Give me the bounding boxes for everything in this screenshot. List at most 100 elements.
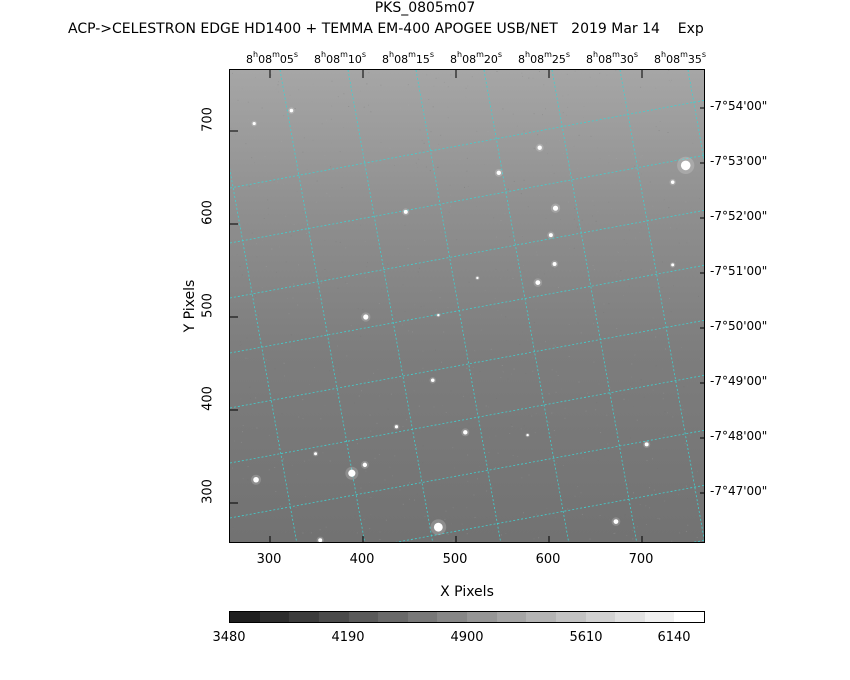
noise-pixel (308, 262, 310, 264)
noise-pixel (659, 518, 661, 520)
x-tick-label: 700 (628, 552, 654, 567)
noise-pixel (494, 479, 496, 481)
noise-pixel (410, 539, 412, 541)
noise-pixel (519, 344, 521, 345)
noise-pixel (377, 368, 379, 370)
noise-pixel (640, 269, 642, 271)
noise-pixel (652, 205, 654, 207)
noise-pixel (419, 129, 421, 131)
noise-pixel (500, 412, 502, 414)
noise-pixel (510, 373, 512, 375)
noise-pixel (449, 184, 451, 186)
noise-pixel (268, 434, 270, 436)
noise-pixel (302, 532, 304, 534)
noise-pixel (369, 482, 371, 484)
noise-pixel (357, 443, 358, 445)
noise-pixel (316, 298, 318, 299)
noise-pixel (370, 430, 372, 432)
noise-pixel (550, 230, 552, 232)
noise-pixel (266, 128, 268, 130)
noise-pixel (597, 211, 599, 212)
noise-pixel (387, 263, 389, 265)
noise-pixel (577, 70, 579, 71)
x-tick-label: 400 (349, 552, 375, 567)
noise-pixel (502, 370, 504, 372)
noise-pixel (686, 242, 688, 244)
noise-pixel (534, 363, 536, 365)
noise-pixel (552, 411, 554, 413)
noise-pixel (433, 85, 435, 87)
noise-pixel (476, 205, 477, 207)
star (644, 442, 649, 447)
noise-pixel (245, 143, 247, 145)
noise-pixel (356, 532, 358, 534)
noise-pixel (635, 237, 636, 239)
colorbar-label: 3480 (212, 630, 246, 645)
noise-pixel (415, 162, 417, 164)
noise-pixel (306, 168, 308, 170)
noise-pixel (521, 484, 522, 486)
noise-pixel (683, 386, 685, 388)
noise-pixel (367, 379, 369, 381)
noise-pixel (548, 421, 550, 423)
noise-pixel (236, 254, 238, 255)
noise-pixel (346, 211, 348, 213)
x-axis-label: X Pixels (440, 584, 494, 600)
noise-pixel (500, 314, 502, 316)
noise-pixel (312, 170, 314, 172)
noise-pixel (361, 390, 362, 392)
noise-pixel (555, 371, 557, 373)
noise-pixel (399, 489, 401, 491)
noise-pixel (664, 500, 666, 502)
noise-pixel (555, 426, 557, 428)
noise-pixel (302, 151, 304, 153)
noise-pixel (264, 155, 266, 157)
noise-pixel (417, 273, 419, 275)
noise-pixel (438, 77, 440, 79)
noise-pixel (607, 382, 608, 384)
noise-pixel (477, 306, 479, 308)
noise-pixel (447, 534, 449, 535)
noise-pixel (414, 304, 416, 306)
noise-pixel (249, 386, 251, 388)
noise-pixel (461, 523, 463, 525)
noise-pixel (641, 155, 643, 157)
noise-pixel (532, 77, 534, 79)
noise-pixel (475, 144, 477, 146)
noise-pixel (650, 405, 652, 407)
noise-pixel (574, 70, 576, 72)
noise-pixel (291, 464, 293, 466)
noise-pixel (587, 392, 589, 394)
noise-pixel (501, 365, 503, 366)
noise-pixel (441, 361, 442, 363)
noise-pixel (588, 135, 590, 137)
noise-pixel (630, 386, 632, 388)
noise-pixel (372, 381, 373, 383)
noise-pixel (664, 411, 666, 413)
noise-pixel (652, 389, 654, 391)
dec-tick-label: -7°54'00" (710, 99, 768, 113)
noise-pixel (435, 308, 437, 310)
noise-pixel (699, 541, 701, 542)
noise-pixel (423, 305, 425, 307)
noise-pixel (542, 114, 543, 116)
noise-pixel (633, 406, 635, 408)
noise-pixel (241, 88, 243, 90)
noise-pixel (310, 532, 312, 534)
noise-pixel (482, 144, 484, 146)
noise-pixel (368, 72, 370, 74)
fits-image-plot[interactable] (229, 69, 705, 543)
noise-pixel (435, 349, 436, 351)
noise-pixel (472, 373, 474, 375)
noise-pixel (466, 157, 468, 159)
star (548, 233, 553, 238)
noise-pixel (296, 190, 298, 192)
noise-pixel (379, 531, 381, 533)
noise-pixel (673, 285, 674, 287)
noise-pixel (290, 334, 292, 336)
noise-pixel (315, 200, 316, 202)
noise-pixel (597, 147, 599, 149)
noise-pixel (247, 358, 249, 359)
noise-pixel (278, 81, 279, 83)
noise-pixel (464, 186, 465, 188)
